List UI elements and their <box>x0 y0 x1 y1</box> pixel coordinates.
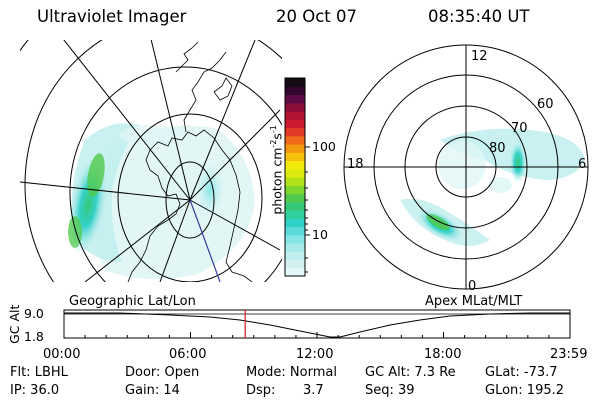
instrument-title: Ultraviolet Imager <box>37 7 187 26</box>
info-dsp-value: 3.7 <box>303 383 324 398</box>
colorbar-swatch <box>285 234 305 244</box>
colorbar-swatch <box>285 185 305 195</box>
timeline-y-label: GC Alt <box>6 304 22 344</box>
info-glat: GLat: -73.7 <box>485 365 558 380</box>
colorbar-frame <box>284 77 306 277</box>
altitude-curve <box>64 312 570 338</box>
mlt-label-0: 0 <box>468 279 477 294</box>
graticule <box>20 40 282 282</box>
timeline-x-tick-0000: 00:00 <box>43 347 81 362</box>
colorbar-swatch <box>285 226 305 236</box>
unit-exp-cm: -2 <box>269 139 279 148</box>
colorbar-tick-10: 10 <box>312 227 328 242</box>
info-door: Door: Open <box>125 365 200 380</box>
colorbar-swatch <box>285 168 305 178</box>
colorbar-swatch <box>285 251 305 261</box>
colorbar-swatch <box>285 193 305 203</box>
info-filter: Flt: LBHL <box>10 365 68 380</box>
aurora-emission-geo <box>68 123 255 279</box>
colorbar-ticks <box>305 146 310 273</box>
colorbar-swatch <box>285 177 305 186</box>
right-panel-caption: Apex MLat/MLT <box>425 294 523 309</box>
colorbar-swatch <box>285 144 305 153</box>
timeline-y-tick-bottom: 1.8 <box>24 329 44 344</box>
mlat-label-60: 60 <box>537 97 554 112</box>
observation-time: 08:35:40 UT <box>428 7 530 26</box>
mlat-label-80: 80 <box>489 141 506 156</box>
info-seq: Seq: 39 <box>365 383 415 398</box>
colorbar-swatch <box>285 78 305 87</box>
satellite-track-geo <box>189 199 221 282</box>
info-glon: GLon: 195.2 <box>485 383 565 398</box>
colorbar-swatch <box>285 218 305 228</box>
colorbar-unit-label: photon cm-2s-1 <box>269 101 285 239</box>
colorbar-swatch <box>285 152 305 162</box>
colorbar-swatch <box>285 160 305 170</box>
unit-base: photon cm <box>269 147 285 215</box>
colorbar-swatch <box>285 135 305 145</box>
info-ip: IP: 36.0 <box>10 383 60 398</box>
info-gc-alt: GC Alt: 7.3 Re <box>365 365 456 380</box>
timeline-x-tick-1200: 12:00 <box>296 347 334 362</box>
timeline-plot <box>63 309 571 339</box>
colorbar-swatch <box>285 111 305 120</box>
timeline-x-tick-0600: 06:00 <box>169 347 207 362</box>
colorbar-swatch <box>285 243 305 252</box>
colorbar-swatch <box>285 94 305 104</box>
mlt-label-6: 6 <box>578 157 587 172</box>
colorbar <box>285 78 305 277</box>
mlt-label-12: 12 <box>471 49 488 64</box>
colorbar-swatch <box>285 127 305 137</box>
unit-s: s <box>269 133 285 140</box>
mlt-label-18: 18 <box>347 157 364 172</box>
colorbar-swatch <box>285 119 305 129</box>
observation-date: 20 Oct 07 <box>276 7 358 26</box>
mlat-label-70: 70 <box>511 121 528 136</box>
polar-plot <box>343 44 589 290</box>
info-mode: Mode: Normal <box>246 365 337 380</box>
colorbar-tick-100: 100 <box>312 139 336 154</box>
geographic-map <box>20 40 282 282</box>
left-panel-caption: Geographic Lat/Lon <box>69 294 196 309</box>
coastline <box>127 41 253 282</box>
info-dsp-label: Dsp: <box>246 383 276 398</box>
colorbar-swatch <box>285 210 305 219</box>
colorbar-swatch <box>285 267 305 277</box>
timeline-x-tick-2359: 23:59 <box>550 347 588 362</box>
colorbar-swatch <box>285 201 305 211</box>
colorbar-swatch <box>285 102 305 112</box>
colorbar-swatch <box>285 259 305 269</box>
info-gain: Gain: 14 <box>125 383 180 398</box>
unit-exp-s: -1 <box>269 125 279 134</box>
timeline-y-tick-top: 9.0 <box>24 306 44 321</box>
timeline-x-tick-1800: 18:00 <box>424 347 462 362</box>
colorbar-swatch <box>285 86 305 96</box>
